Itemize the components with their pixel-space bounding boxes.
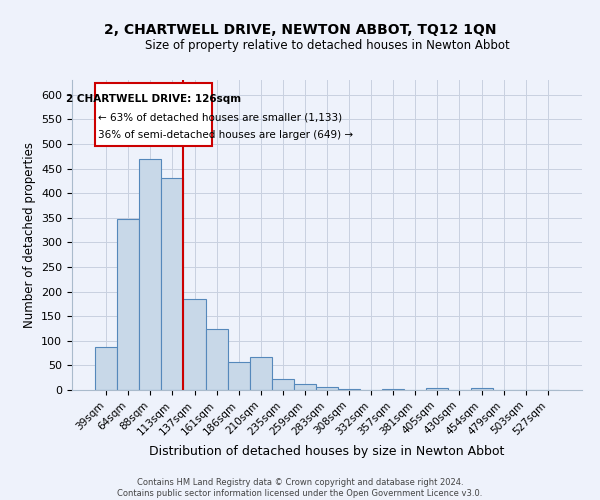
Text: 2 CHARTWELL DRIVE: 126sqm: 2 CHARTWELL DRIVE: 126sqm: [66, 94, 241, 104]
Bar: [294, 384, 316, 390]
Text: ← 63% of detached houses are smaller (1,133): ← 63% of detached houses are smaller (1,…: [98, 112, 343, 122]
Bar: [184, 299, 206, 390]
Text: 36% of semi-detached houses are larger (649) →: 36% of semi-detached houses are larger (…: [98, 130, 353, 140]
Title: Size of property relative to detached houses in Newton Abbot: Size of property relative to detached ho…: [145, 40, 509, 52]
Bar: [161, 178, 184, 390]
Bar: [316, 386, 338, 390]
X-axis label: Distribution of detached houses by size in Newton Abbot: Distribution of detached houses by size …: [149, 445, 505, 458]
Bar: [272, 378, 294, 390]
Text: 2, CHARTWELL DRIVE, NEWTON ABBOT, TQ12 1QN: 2, CHARTWELL DRIVE, NEWTON ABBOT, TQ12 1…: [104, 22, 496, 36]
FancyBboxPatch shape: [95, 83, 212, 146]
Bar: [250, 357, 272, 390]
Bar: [427, 388, 448, 390]
Bar: [227, 362, 250, 390]
Bar: [95, 346, 117, 390]
Bar: [470, 388, 493, 390]
Bar: [382, 389, 404, 390]
Bar: [206, 329, 227, 390]
Bar: [139, 158, 161, 390]
Bar: [338, 388, 360, 390]
Text: Contains HM Land Registry data © Crown copyright and database right 2024.
Contai: Contains HM Land Registry data © Crown c…: [118, 478, 482, 498]
Y-axis label: Number of detached properties: Number of detached properties: [23, 142, 35, 328]
Bar: [117, 219, 139, 390]
